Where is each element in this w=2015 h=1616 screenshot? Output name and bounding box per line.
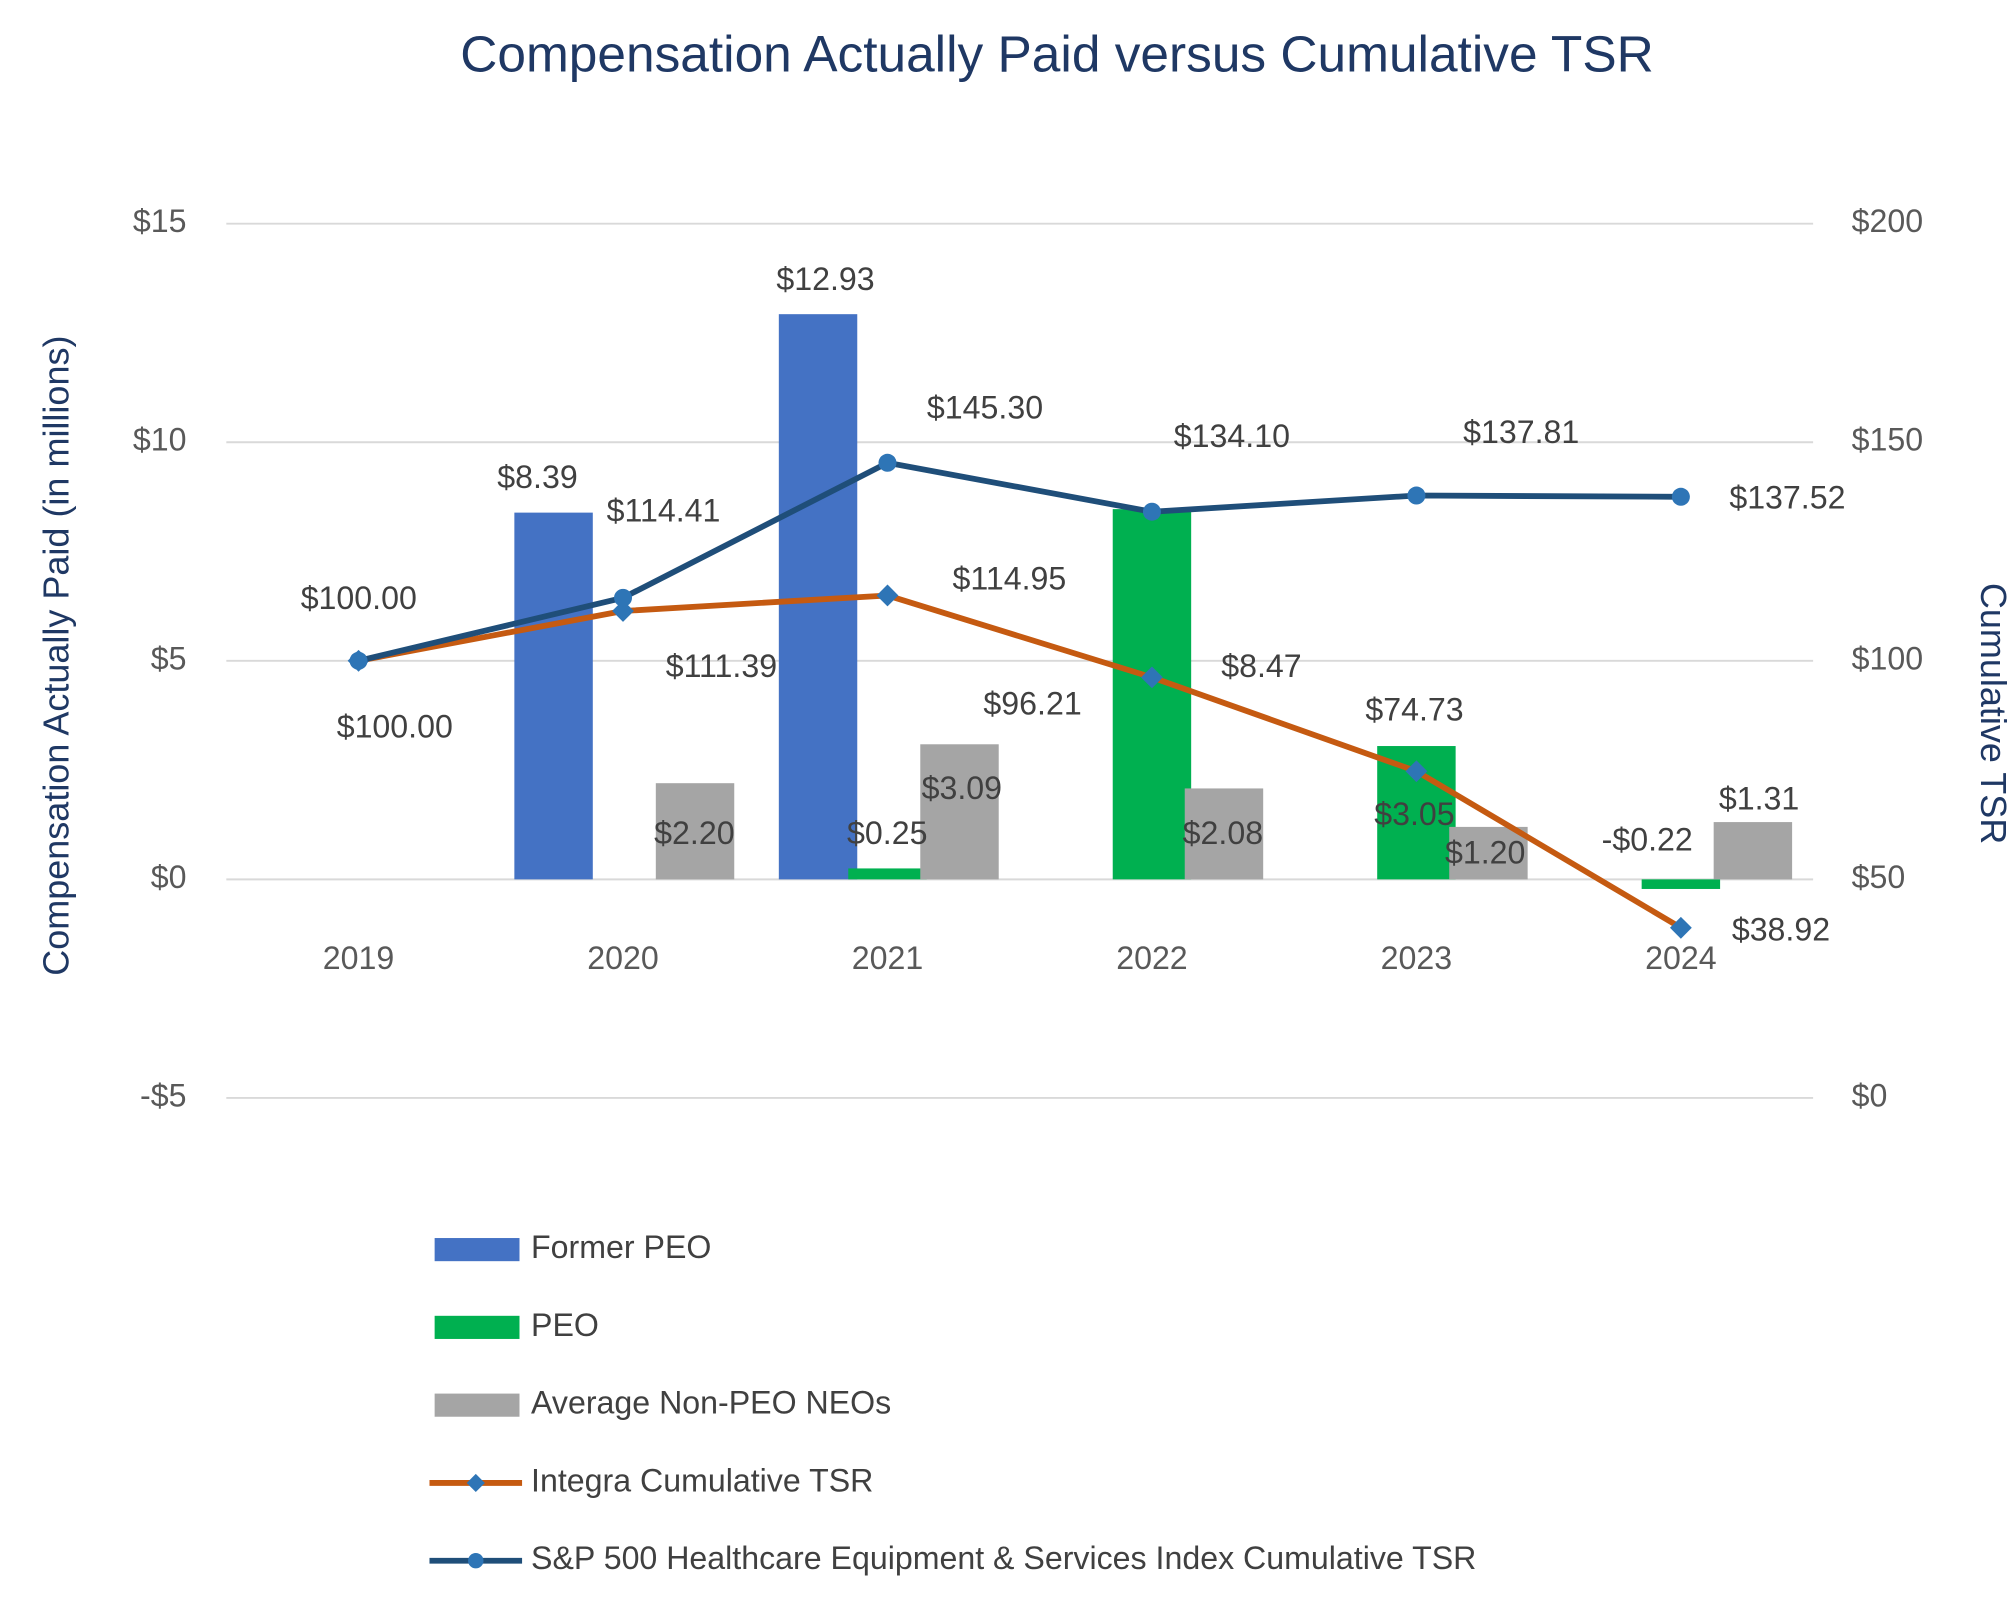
y2-tick-label: $200 xyxy=(1852,203,1923,239)
x-tick-label: 2019 xyxy=(323,940,394,976)
data-label: $1.31 xyxy=(1719,780,1799,816)
line xyxy=(358,592,1683,931)
legend-label: Average Non-PEO NEOs xyxy=(531,1385,891,1421)
data-label: $114.41 xyxy=(607,492,721,528)
y2-axis-title: Cumulative TSR xyxy=(1973,583,2014,844)
x-tick-label: 2021 xyxy=(852,940,923,976)
y2-tick-label: $0 xyxy=(1852,1077,1888,1113)
bar xyxy=(1641,879,1721,889)
y2-tick-label: $150 xyxy=(1852,422,1923,458)
data-label: -$0.22 xyxy=(1602,822,1693,858)
legend-swatch xyxy=(434,1315,520,1339)
marker xyxy=(612,600,634,622)
data-label: $137.52 xyxy=(1729,480,1845,516)
bar xyxy=(1713,822,1793,880)
line xyxy=(357,459,1681,664)
bar xyxy=(514,512,593,880)
bar xyxy=(848,868,927,880)
data-label: $100.00 xyxy=(337,708,453,744)
data-label: $100.00 xyxy=(301,580,417,616)
marker xyxy=(876,584,899,607)
legend-label: PEO xyxy=(531,1307,599,1343)
x-tick-label: 2023 xyxy=(1381,940,1452,976)
y-tick-label: $15 xyxy=(133,203,187,239)
marker xyxy=(1142,502,1161,521)
data-label: $12.93 xyxy=(776,261,874,297)
legend-label: Former PEO xyxy=(531,1229,711,1265)
y2-tick-label: $50 xyxy=(1852,859,1906,895)
bar xyxy=(655,783,735,880)
data-label: $8.39 xyxy=(497,459,577,495)
legend-swatch xyxy=(434,1393,520,1417)
data-label: $3.05 xyxy=(1374,796,1454,832)
data-label: $0.25 xyxy=(847,815,927,851)
data-label: $3.09 xyxy=(922,770,1002,806)
bar xyxy=(1449,826,1528,880)
data-label: $1.20 xyxy=(1445,834,1525,870)
data-label: $145.30 xyxy=(927,390,1043,426)
data-label: $2.20 xyxy=(654,815,734,851)
legend-swatch xyxy=(434,1238,520,1262)
y-axis-title: Compensation Actually Paid (in millions) xyxy=(36,336,77,976)
x-tick-label: 2022 xyxy=(1116,940,1187,976)
data-label: $114.95 xyxy=(953,561,1067,597)
y-tick-label: -$5 xyxy=(140,1077,186,1113)
data-label: $8.47 xyxy=(1221,648,1301,684)
data-label: $38.92 xyxy=(1732,912,1830,948)
legend-marker xyxy=(468,1553,484,1569)
data-label: $96.21 xyxy=(983,685,1081,721)
data-label: $74.73 xyxy=(1365,692,1463,728)
data-label: $134.10 xyxy=(1174,418,1290,454)
data-label: $137.81 xyxy=(1463,414,1579,450)
y-tick-label: $0 xyxy=(151,859,187,895)
data-label: $2.08 xyxy=(1183,815,1263,851)
marker xyxy=(1407,486,1426,505)
marker xyxy=(1141,666,1163,689)
marker xyxy=(349,651,368,670)
data-label: $111.39 xyxy=(666,648,777,684)
marker xyxy=(1671,487,1690,506)
y-tick-label: $5 xyxy=(151,640,187,676)
bar xyxy=(1184,788,1264,880)
x-tick-label: 2024 xyxy=(1645,940,1716,976)
bar xyxy=(920,744,999,880)
x-tick-label: 2020 xyxy=(587,940,658,976)
legend-label: S&P 500 Healthcare Equipment & Services … xyxy=(531,1540,1476,1576)
legend-label: Integra Cumulative TSR xyxy=(531,1462,873,1498)
chart-title: Compensation Actually Paid versus Cumula… xyxy=(460,24,1654,82)
bar xyxy=(1112,509,1192,880)
marker xyxy=(878,453,897,472)
y2-tick-label: $100 xyxy=(1852,640,1923,676)
marker xyxy=(614,588,633,607)
y-tick-label: $10 xyxy=(133,422,187,458)
legend-marker xyxy=(466,1473,485,1493)
